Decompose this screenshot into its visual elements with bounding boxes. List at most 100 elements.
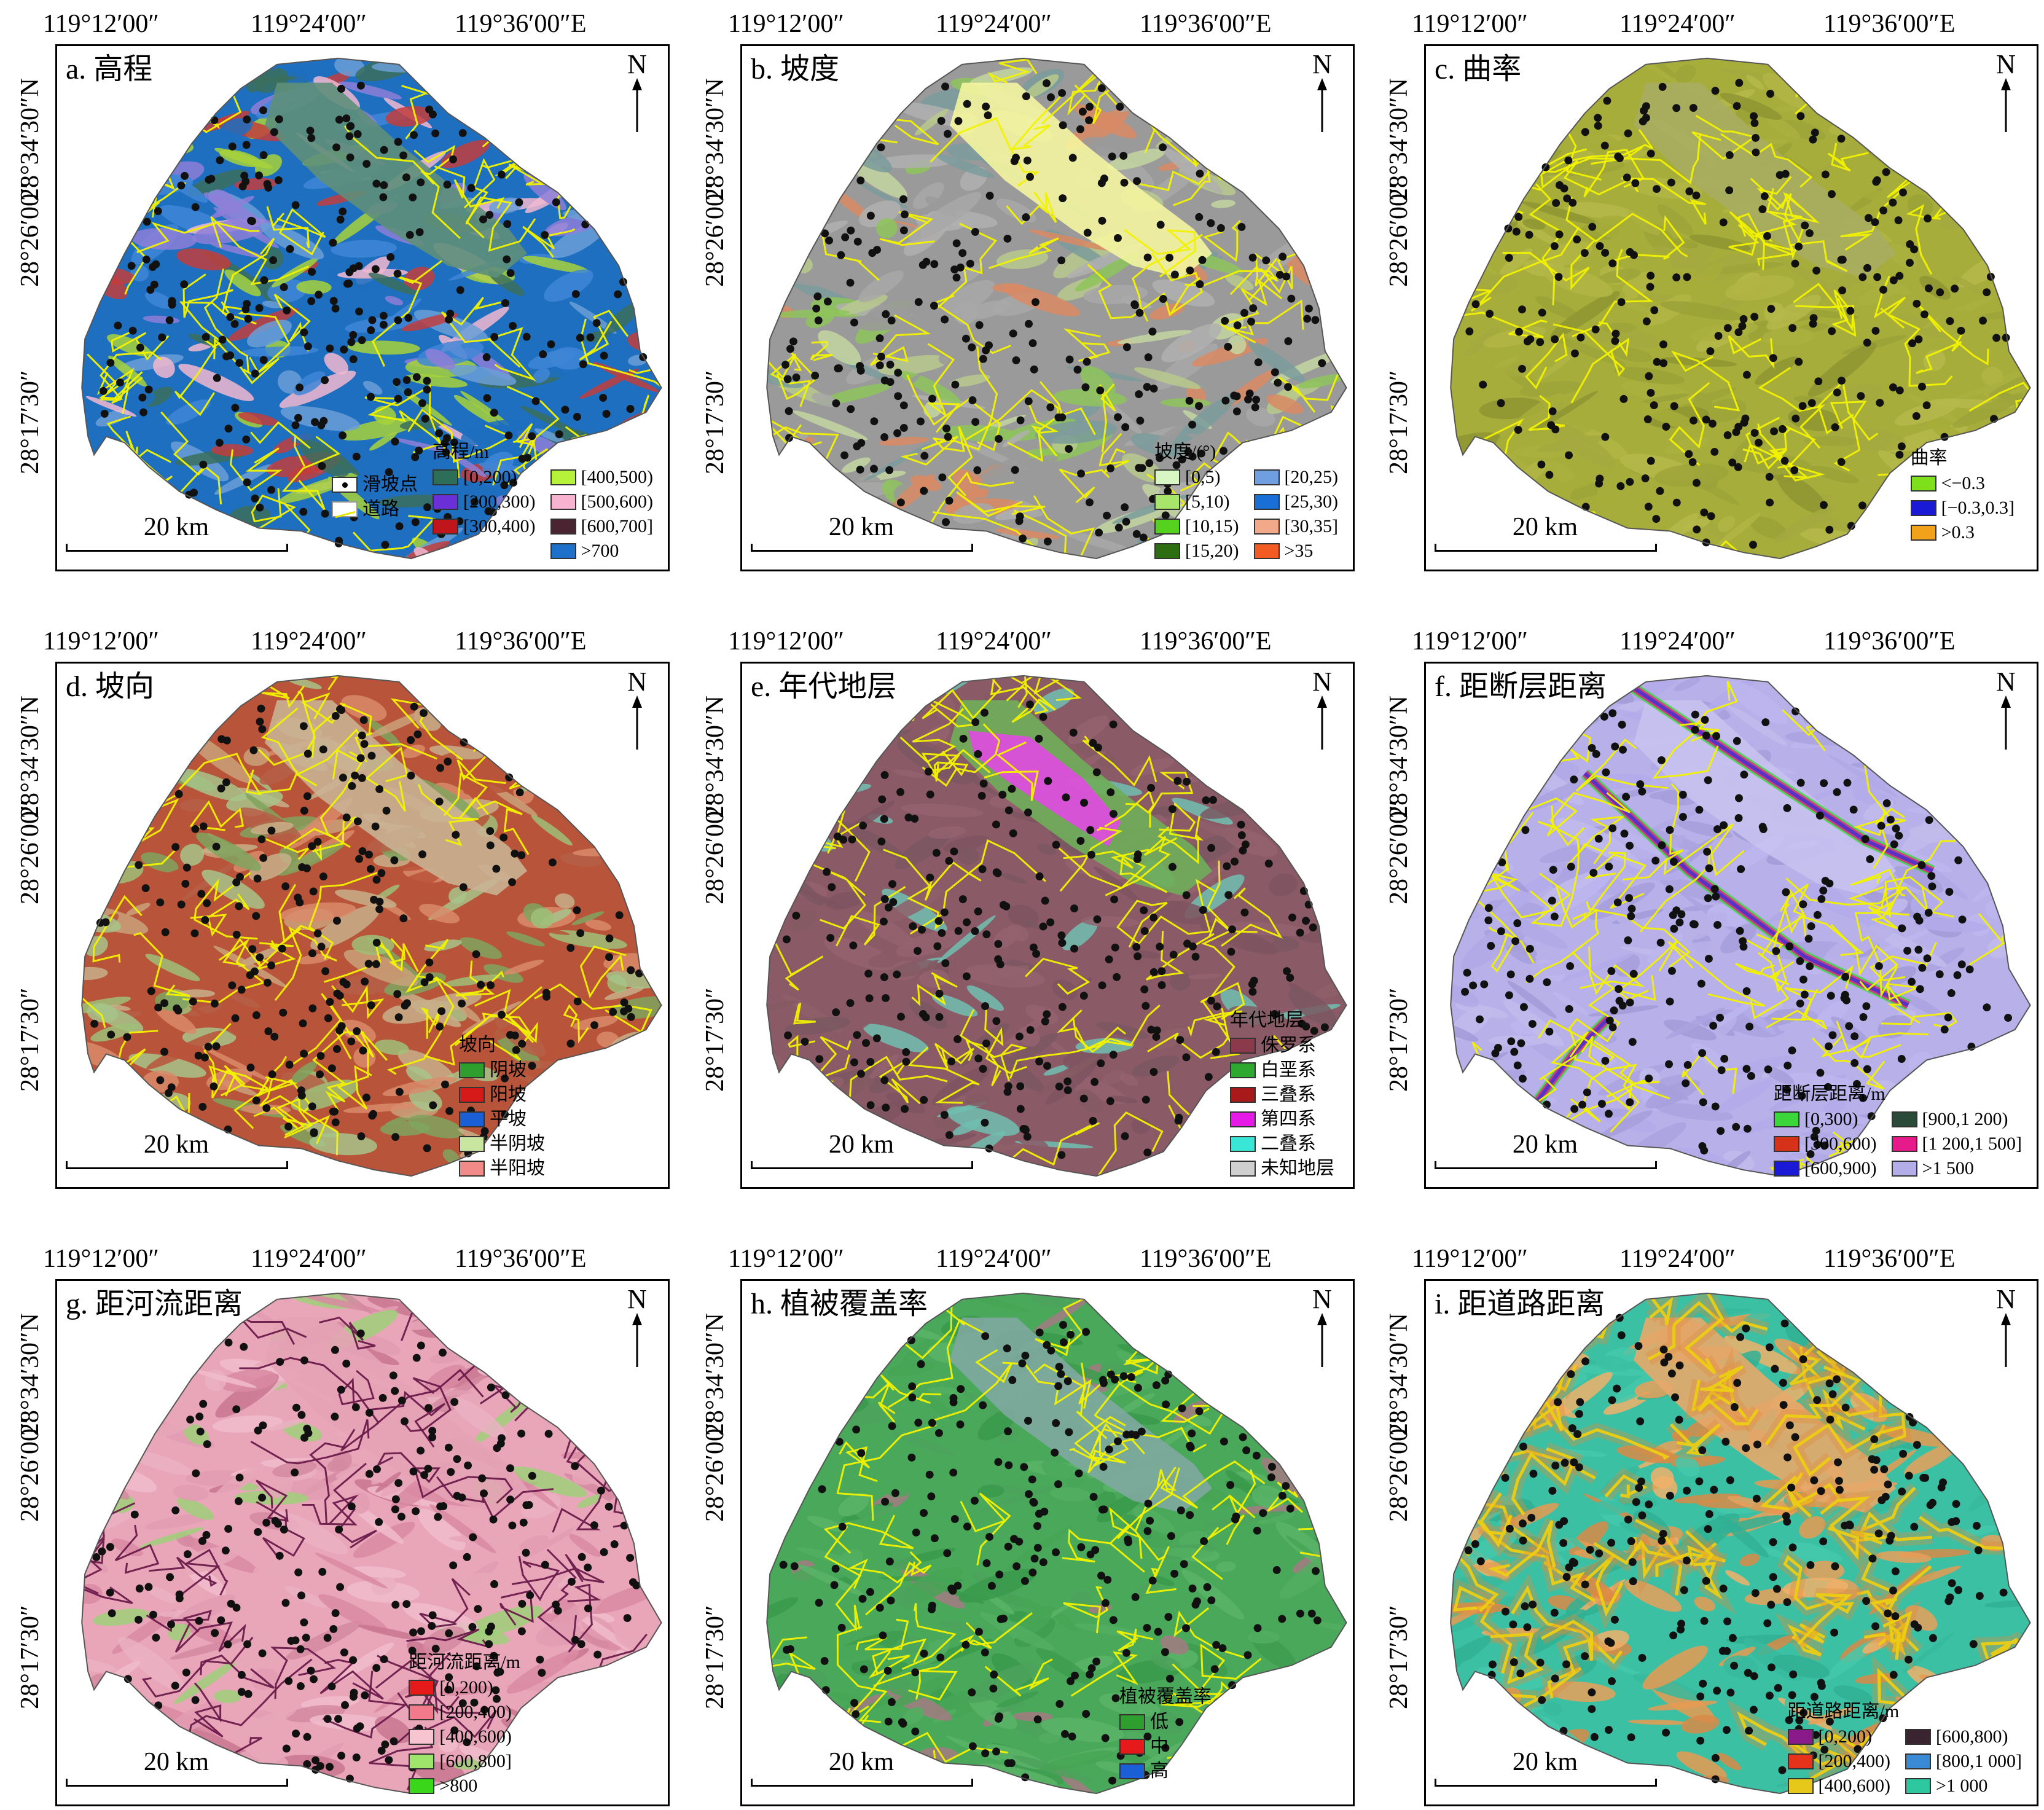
legend-swatch bbox=[1891, 1111, 1917, 1127]
legend-swatch bbox=[409, 1729, 435, 1745]
legend-swatch bbox=[409, 1778, 435, 1794]
map-panel-i: 119°12′00″ 119°24′00″ 119°36′00″E 28°34′30″… bbox=[1369, 1235, 2044, 1810]
longitude-label: 119°12′00″ bbox=[43, 627, 159, 656]
landslide-points bbox=[779, 1320, 1322, 1785]
legend-title: 距河流距离/m bbox=[409, 1652, 520, 1672]
legend-label: [800,1 000] bbox=[1936, 1751, 2022, 1771]
scale-bar: 20 km bbox=[751, 1132, 973, 1169]
legend-item: 第四系 bbox=[1230, 1107, 1334, 1132]
legend-item: [600,900) bbox=[1774, 1156, 1877, 1181]
legend-swatch bbox=[1910, 476, 1936, 492]
north-label: N bbox=[627, 49, 647, 79]
legend-label: >35 bbox=[1284, 541, 1314, 561]
legend: 坡向 阴坡 阳坡 平坡 半阴坡 半阳坡 bbox=[459, 1036, 545, 1181]
map-frame: h. 植被覆盖率 N 20 km 植被覆盖率低中高 bbox=[740, 1279, 1355, 1806]
longitude-label: 119°36′00″E bbox=[1140, 10, 1272, 38]
legend-item: [300,600) bbox=[1774, 1132, 1877, 1156]
north-arrow-icon: N bbox=[619, 668, 656, 750]
arrow-icon bbox=[2001, 695, 2011, 750]
scale-line bbox=[1435, 1161, 1657, 1169]
scale-label: 20 km bbox=[1512, 1748, 1578, 1776]
scale-label: 20 km bbox=[1512, 1130, 1578, 1159]
map-canvas bbox=[1450, 1292, 2031, 1795]
scale-bar: 20 km bbox=[66, 1749, 288, 1787]
legend-label: 滑坡点 bbox=[362, 474, 418, 495]
legend-label: [0,200) bbox=[1818, 1726, 1873, 1747]
legend-item: [900,1 200) bbox=[1891, 1107, 2022, 1132]
legend-item: 半阳坡 bbox=[459, 1156, 545, 1181]
legend-swatch bbox=[1230, 1038, 1256, 1054]
legend-label: 道路 bbox=[362, 499, 400, 519]
legend: 植被覆盖率低中高 bbox=[1119, 1688, 1212, 1784]
legend-label: [1 200,1 500] bbox=[1922, 1134, 2022, 1154]
legend-label: 三叠系 bbox=[1261, 1084, 1316, 1105]
legend-label: [20,25) bbox=[1284, 467, 1338, 487]
legend-swatch bbox=[1787, 1729, 1814, 1745]
map-canvas bbox=[766, 57, 1347, 560]
map-canvas bbox=[1450, 675, 2031, 1177]
legend-item: [600,800] bbox=[409, 1749, 512, 1774]
map-canvas bbox=[1450, 57, 2031, 560]
longitude-label: 119°36′00″E bbox=[455, 10, 587, 38]
north-arrow-icon: N bbox=[1304, 1286, 1341, 1367]
latitude-label: 28°26′00″ bbox=[16, 1417, 44, 1522]
legend-swatch bbox=[409, 1704, 435, 1720]
north-label: N bbox=[627, 1284, 647, 1314]
map-canvas bbox=[81, 57, 662, 560]
latitude-label: 28°17′30″ bbox=[701, 987, 729, 1092]
scale-bar: 20 km bbox=[751, 1749, 973, 1787]
map-canvas bbox=[81, 675, 662, 1177]
legend-label: >1 500 bbox=[1922, 1158, 1974, 1178]
legend-label: [600,900) bbox=[1804, 1158, 1877, 1178]
legend-item: [1 200,1 500] bbox=[1891, 1132, 2022, 1156]
legend-label: 低 bbox=[1150, 1712, 1169, 1732]
arrow-icon bbox=[2001, 1313, 2011, 1367]
north-label: N bbox=[1996, 667, 2016, 697]
legend-swatch bbox=[1154, 469, 1181, 485]
legend-swatch bbox=[1787, 1753, 1814, 1769]
legend: 距河流距离/m [0,200) [200,400) [400,600) [600,800… bbox=[409, 1653, 520, 1798]
legend-swatch bbox=[1905, 1778, 1932, 1794]
panel-title: h. 植被覆盖率 bbox=[751, 1288, 928, 1320]
legend-swatch bbox=[1154, 519, 1181, 535]
longitude-label: 119°36′00″E bbox=[455, 627, 587, 656]
panel-title: f. 距断层距离 bbox=[1435, 670, 1607, 703]
legend-label: [500,600) bbox=[581, 492, 653, 512]
legend-item: >35 bbox=[1253, 539, 1338, 563]
legend-label: [5,10) bbox=[1185, 492, 1230, 512]
latitude-label: 28°26′00″ bbox=[701, 800, 729, 904]
legend-swatch bbox=[433, 494, 459, 510]
legend-item: [0,200) bbox=[409, 1675, 511, 1700]
legend-swatch bbox=[459, 1161, 485, 1177]
north-arrow-icon: N bbox=[1304, 667, 1341, 750]
legend-item: [200,300) bbox=[433, 490, 536, 514]
arrow-icon bbox=[2001, 78, 2011, 132]
legend-item: 阴坡 bbox=[459, 1058, 545, 1083]
north-label: N bbox=[1312, 667, 1332, 697]
legend: 曲率 <−0.3 [−0.3,0.3] >0.3 bbox=[1910, 449, 2015, 545]
legend: 年代地层 侏罗系 白垩系 三叠系 第四系 二叠系 未知地层 bbox=[1230, 1011, 1334, 1181]
landslide-points bbox=[1464, 1314, 2008, 1784]
legend-item: 滑坡点 bbox=[332, 472, 418, 497]
legend-label: [10,15) bbox=[1185, 516, 1239, 536]
latitude-label: 28°17′30″ bbox=[701, 370, 729, 474]
legend-label: [400,600) bbox=[439, 1726, 512, 1747]
legend-label: [600,800] bbox=[439, 1751, 512, 1771]
longitude-label: 119°36′00″E bbox=[1823, 10, 1956, 38]
landslide-points bbox=[92, 1329, 641, 1783]
longitude-label: 119°12′00″ bbox=[1412, 627, 1528, 656]
scale-label: 20 km bbox=[143, 513, 209, 541]
longitude-label: 119°12′00″ bbox=[728, 10, 844, 38]
longitude-label: 119°12′00″ bbox=[43, 10, 159, 38]
north-arrow-icon: N bbox=[1987, 51, 2024, 132]
legend-swatch bbox=[1230, 1161, 1256, 1177]
map-panel-e: 119°12′00″ 119°24′00″ 119°36′00″E 28°34′30″… bbox=[685, 617, 1361, 1193]
map-panel-c: 119°12′00″ 119°24′00″ 119°36′00″E 28°34′30″… bbox=[1369, 0, 2044, 575]
scale-bar: 20 km bbox=[1435, 1130, 1657, 1169]
map-canvas bbox=[81, 1292, 662, 1795]
legend-swatch bbox=[1230, 1136, 1256, 1152]
legend-swatch bbox=[1910, 525, 1936, 541]
map-frame: b. 坡度 N 20 km 坡度/(°) [0,5) [5,10) [10,15) [15,2… bbox=[740, 44, 1355, 571]
arrow-icon bbox=[632, 1313, 642, 1367]
legend-label: [15,20) bbox=[1185, 541, 1239, 561]
